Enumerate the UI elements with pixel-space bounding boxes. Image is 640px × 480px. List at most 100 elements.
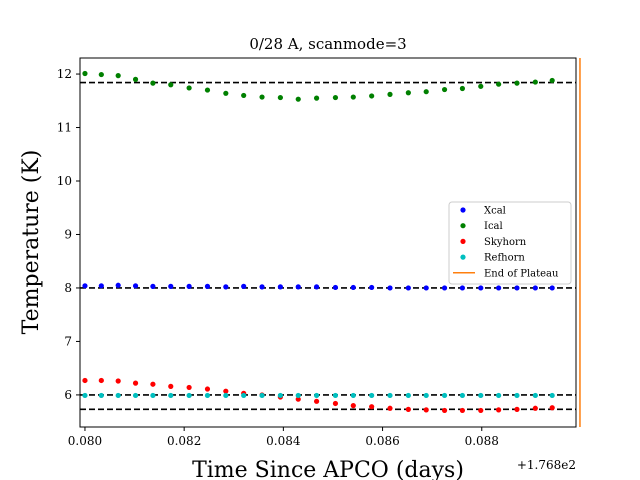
x-tick-label: 0.086: [365, 434, 399, 448]
y-tick-label: 10: [57, 174, 72, 188]
xcal-point: [277, 284, 283, 290]
x-tick-label: 0.082: [167, 434, 201, 448]
refhorn-point: [223, 392, 229, 399]
ical-point: [204, 87, 211, 93]
refhorn-point: [405, 392, 411, 399]
legend-label-skyhorn: Skyhorn: [484, 237, 527, 248]
xcal-point: [369, 284, 375, 291]
skyhorn-point: [549, 405, 555, 411]
xcal-point: [332, 284, 339, 291]
legend-label-refhorn: Refhorn: [484, 253, 525, 264]
refhorn-point: [478, 392, 484, 399]
legend: Xcal Ical Skyhorn Refhorn End of Plateau: [448, 201, 572, 285]
x-axis-ticks: 0.080 0.082 0.084 0.086 0.088: [68, 427, 499, 448]
ical-point: [223, 90, 229, 96]
ical-point: [186, 85, 192, 91]
ical-point: [150, 80, 156, 86]
skyhorn-point: [132, 380, 139, 386]
xcal-point: [223, 284, 229, 290]
xcal-point: [514, 285, 520, 291]
xcal-point: [186, 283, 192, 289]
ical-point: [459, 85, 466, 92]
legend-marker-ical: [460, 223, 466, 229]
y-tick-label: 12: [57, 67, 72, 81]
skyhorn-point: [223, 388, 229, 394]
x-tick-label: 0.088: [465, 434, 499, 448]
skyhorn-point: [387, 405, 393, 411]
refhorn-point: [332, 392, 339, 399]
y-tick-label: 6: [64, 388, 72, 402]
data-points: [82, 70, 555, 414]
skyhorn-point: [405, 406, 411, 412]
y-tick-label: 8: [64, 281, 72, 295]
legend-marker-refhorn: [460, 254, 466, 260]
refhorn-point: [441, 392, 448, 399]
xcal-point: [132, 283, 139, 289]
ical-point: [295, 96, 301, 102]
legend-box: [448, 201, 572, 285]
legend-label-end-of-plateau: End of Plateau: [484, 268, 559, 279]
xcal-point: [441, 285, 448, 291]
skyhorn-point: [350, 403, 356, 409]
xcal-point: [496, 285, 502, 291]
skyhorn-point: [423, 407, 429, 413]
legend-marker-xcal: [460, 207, 466, 213]
legend-label-xcal: Xcal: [484, 206, 506, 217]
refhorn-point: [549, 392, 555, 399]
xcal-point: [204, 283, 211, 289]
reference-lines: [80, 81, 576, 411]
refhorn-point: [168, 392, 174, 399]
skyhorn-point: [532, 405, 538, 411]
xcal-point: [313, 284, 320, 290]
legend-marker-skyhorn: [460, 238, 466, 244]
xcal-point: [168, 283, 174, 289]
refhorn-point: [115, 392, 121, 399]
legend-label-ical: Ical: [484, 221, 503, 232]
ical-point: [514, 80, 520, 86]
x-axis-label: Time Since APCO (days): [192, 458, 464, 480]
ical-point: [98, 71, 104, 78]
ical-point: [132, 76, 139, 82]
refhorn-point: [350, 392, 356, 399]
refhorn-point: [532, 392, 538, 399]
refhorn-point: [496, 392, 502, 399]
xcal-point: [82, 283, 88, 289]
y-axis-label: Temperature (K): [19, 150, 44, 335]
x-tick-label: 0.080: [68, 434, 102, 448]
refhorn-point: [459, 392, 466, 399]
ical-point: [277, 94, 283, 101]
ical-point: [313, 95, 320, 101]
refhorn-point: [313, 392, 320, 399]
ical-point: [423, 89, 429, 95]
ical-point: [369, 93, 375, 99]
skyhorn-point: [204, 386, 211, 392]
y-tick-label: 11: [57, 121, 72, 135]
refhorn-point: [241, 392, 247, 399]
xcal-point: [150, 283, 156, 289]
ical-point: [478, 83, 484, 89]
xcal-point: [405, 285, 411, 291]
refhorn-point: [387, 392, 393, 399]
skyhorn-point: [332, 400, 339, 407]
refhorn-point: [514, 392, 520, 399]
chart-title: 0/28 A, scanmode=3: [249, 35, 406, 53]
refhorn-point: [186, 392, 192, 399]
skyhorn-point: [186, 384, 192, 391]
xcal-point: [259, 284, 265, 290]
ical-point: [549, 77, 555, 84]
ical-point: [441, 86, 448, 93]
xcal-point: [350, 284, 356, 291]
refhorn-point: [277, 392, 283, 399]
refhorn-point: [150, 392, 156, 399]
skyhorn-point: [98, 377, 104, 384]
y-axis-ticks: 6 7 8 9 10 11 12: [57, 67, 80, 402]
refhorn-point: [132, 392, 139, 399]
skyhorn-point: [295, 396, 301, 402]
ical-point: [82, 70, 88, 77]
ical-point: [496, 81, 502, 87]
skyhorn-point: [459, 407, 466, 414]
xcal-point: [549, 285, 555, 291]
skyhorn-point: [313, 398, 320, 404]
plot-frame: [79, 57, 577, 428]
